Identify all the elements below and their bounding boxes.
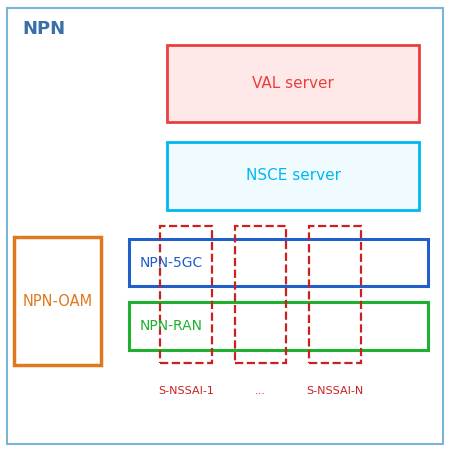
Bar — [309, 226, 361, 363]
Text: NPN-5GC: NPN-5GC — [140, 256, 203, 270]
Bar — [14, 237, 101, 365]
Bar — [160, 226, 212, 363]
Bar — [235, 226, 286, 363]
Text: NPN-RAN: NPN-RAN — [140, 319, 203, 333]
Bar — [167, 45, 419, 122]
Bar — [167, 142, 419, 210]
Text: NPN-OAM: NPN-OAM — [23, 294, 92, 308]
Text: S-NSSAI-1: S-NSSAI-1 — [158, 386, 214, 396]
Bar — [129, 302, 428, 350]
Text: S-NSSAI-N: S-NSSAI-N — [306, 386, 364, 396]
Text: NPN: NPN — [23, 20, 66, 38]
Text: ...: ... — [255, 386, 266, 396]
Text: NSCE server: NSCE server — [246, 168, 341, 184]
Text: VAL server: VAL server — [252, 76, 334, 91]
Bar — [129, 239, 428, 286]
